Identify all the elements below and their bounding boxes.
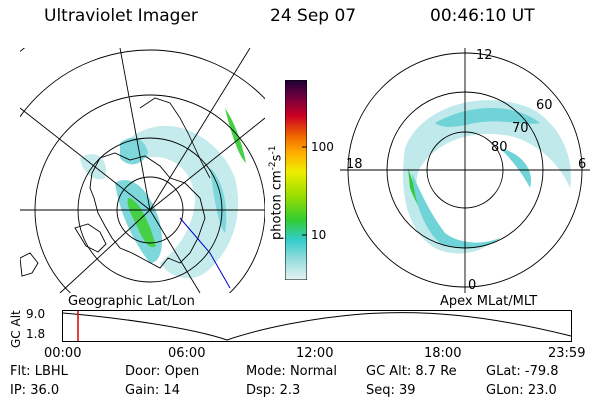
timeline-axis-title: GC Alt xyxy=(9,310,23,348)
timeline-y-max: 9.0 xyxy=(26,307,46,321)
footer-gc-alt: GC Alt: 8.7 Re xyxy=(366,364,457,379)
apex-panel-label: Apex MLat/MLT xyxy=(440,294,538,309)
footer-dsp: Dsp: 2.3 xyxy=(246,383,301,398)
footer-mode: Mode: Normal xyxy=(246,364,337,379)
footer-door: Door: Open xyxy=(125,364,200,379)
colorbar-unit-exp2: -1 xyxy=(268,145,278,155)
colorbar-unit-exp1: -2 xyxy=(268,161,278,171)
timeline-x-0600: 06:00 xyxy=(168,346,206,361)
colorbar-unit-label: photon cm-2s-1 xyxy=(268,146,284,240)
footer-seq: Seq: 39 xyxy=(366,383,416,398)
footer-gain: Gain: 14 xyxy=(125,383,180,398)
mlat-label-70: 70 xyxy=(512,121,529,136)
mlt-label-0: 0 xyxy=(468,278,477,293)
footer-flt: Flt: LBHL xyxy=(10,364,68,379)
timeline-x-2359: 23:59 xyxy=(548,346,586,361)
timeline-y-min: 1.8 xyxy=(26,327,46,341)
footer-glat: GLat: -79.8 xyxy=(486,364,559,379)
magnetic-polar-plot xyxy=(340,48,590,293)
app-title: Ultraviolet Imager xyxy=(44,6,198,26)
colorbar-unit-mid: s xyxy=(269,154,285,162)
colorbar xyxy=(285,80,307,280)
timeline-x-1800: 18:00 xyxy=(424,346,462,361)
footer-ip: IP: 36.0 xyxy=(10,383,60,398)
colorbar-unit-base: photon cm xyxy=(269,170,285,240)
colorbar-tick-10: 10 xyxy=(311,228,327,242)
mlt-label-6: 6 xyxy=(578,157,587,172)
orbit-timeline xyxy=(62,310,572,342)
colorbar-tick-100: 100 xyxy=(311,140,334,154)
geographic-panel-label: Geographic Lat/Lon xyxy=(68,294,195,309)
time-label: 00:46:10 UT xyxy=(430,6,535,26)
footer-glon: GLon: 23.0 xyxy=(486,383,557,398)
mlt-label-12: 12 xyxy=(476,48,493,63)
geographic-map xyxy=(20,48,265,293)
timeline-x-0000: 00:00 xyxy=(44,346,82,361)
mlt-label-18: 18 xyxy=(346,157,363,172)
timeline-x-1200: 12:00 xyxy=(296,346,334,361)
mlat-label-60: 60 xyxy=(536,98,553,113)
mlat-label-80: 80 xyxy=(491,140,508,155)
date-label: 24 Sep 07 xyxy=(270,6,357,26)
